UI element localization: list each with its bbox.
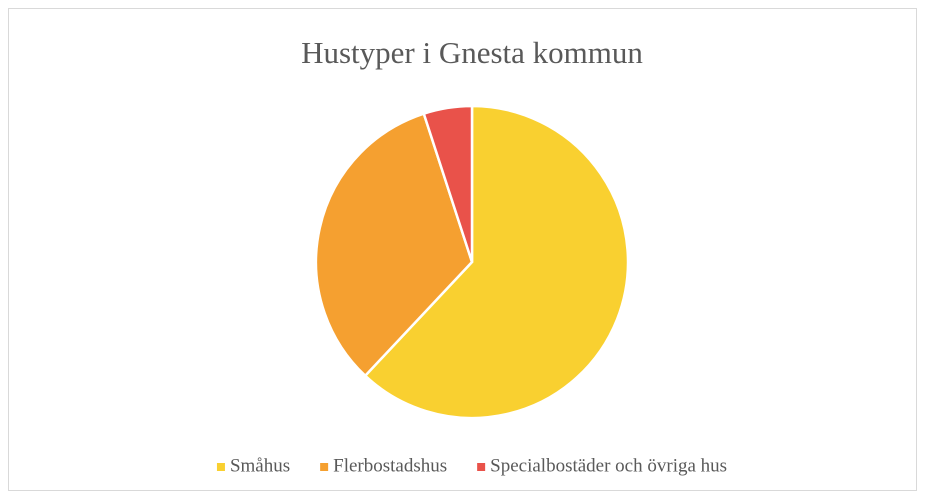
pie-slice	[314, 112, 474, 378]
chart-title: Hustyper i Gnesta kommun	[301, 35, 643, 70]
pie-slice	[363, 104, 630, 420]
legend-swatch	[216, 463, 225, 471]
legend-label: Flerbostadshus	[333, 455, 447, 476]
legend: Småhus Flerbostadshus Specialbostäder och …	[216, 455, 727, 476]
pie-slice	[422, 104, 474, 263]
legend-swatch	[477, 463, 486, 471]
legend-swatch	[320, 463, 329, 471]
legend-label: Specialbostäder och övriga hus	[490, 455, 727, 476]
legend-label: Småhus	[230, 455, 290, 476]
